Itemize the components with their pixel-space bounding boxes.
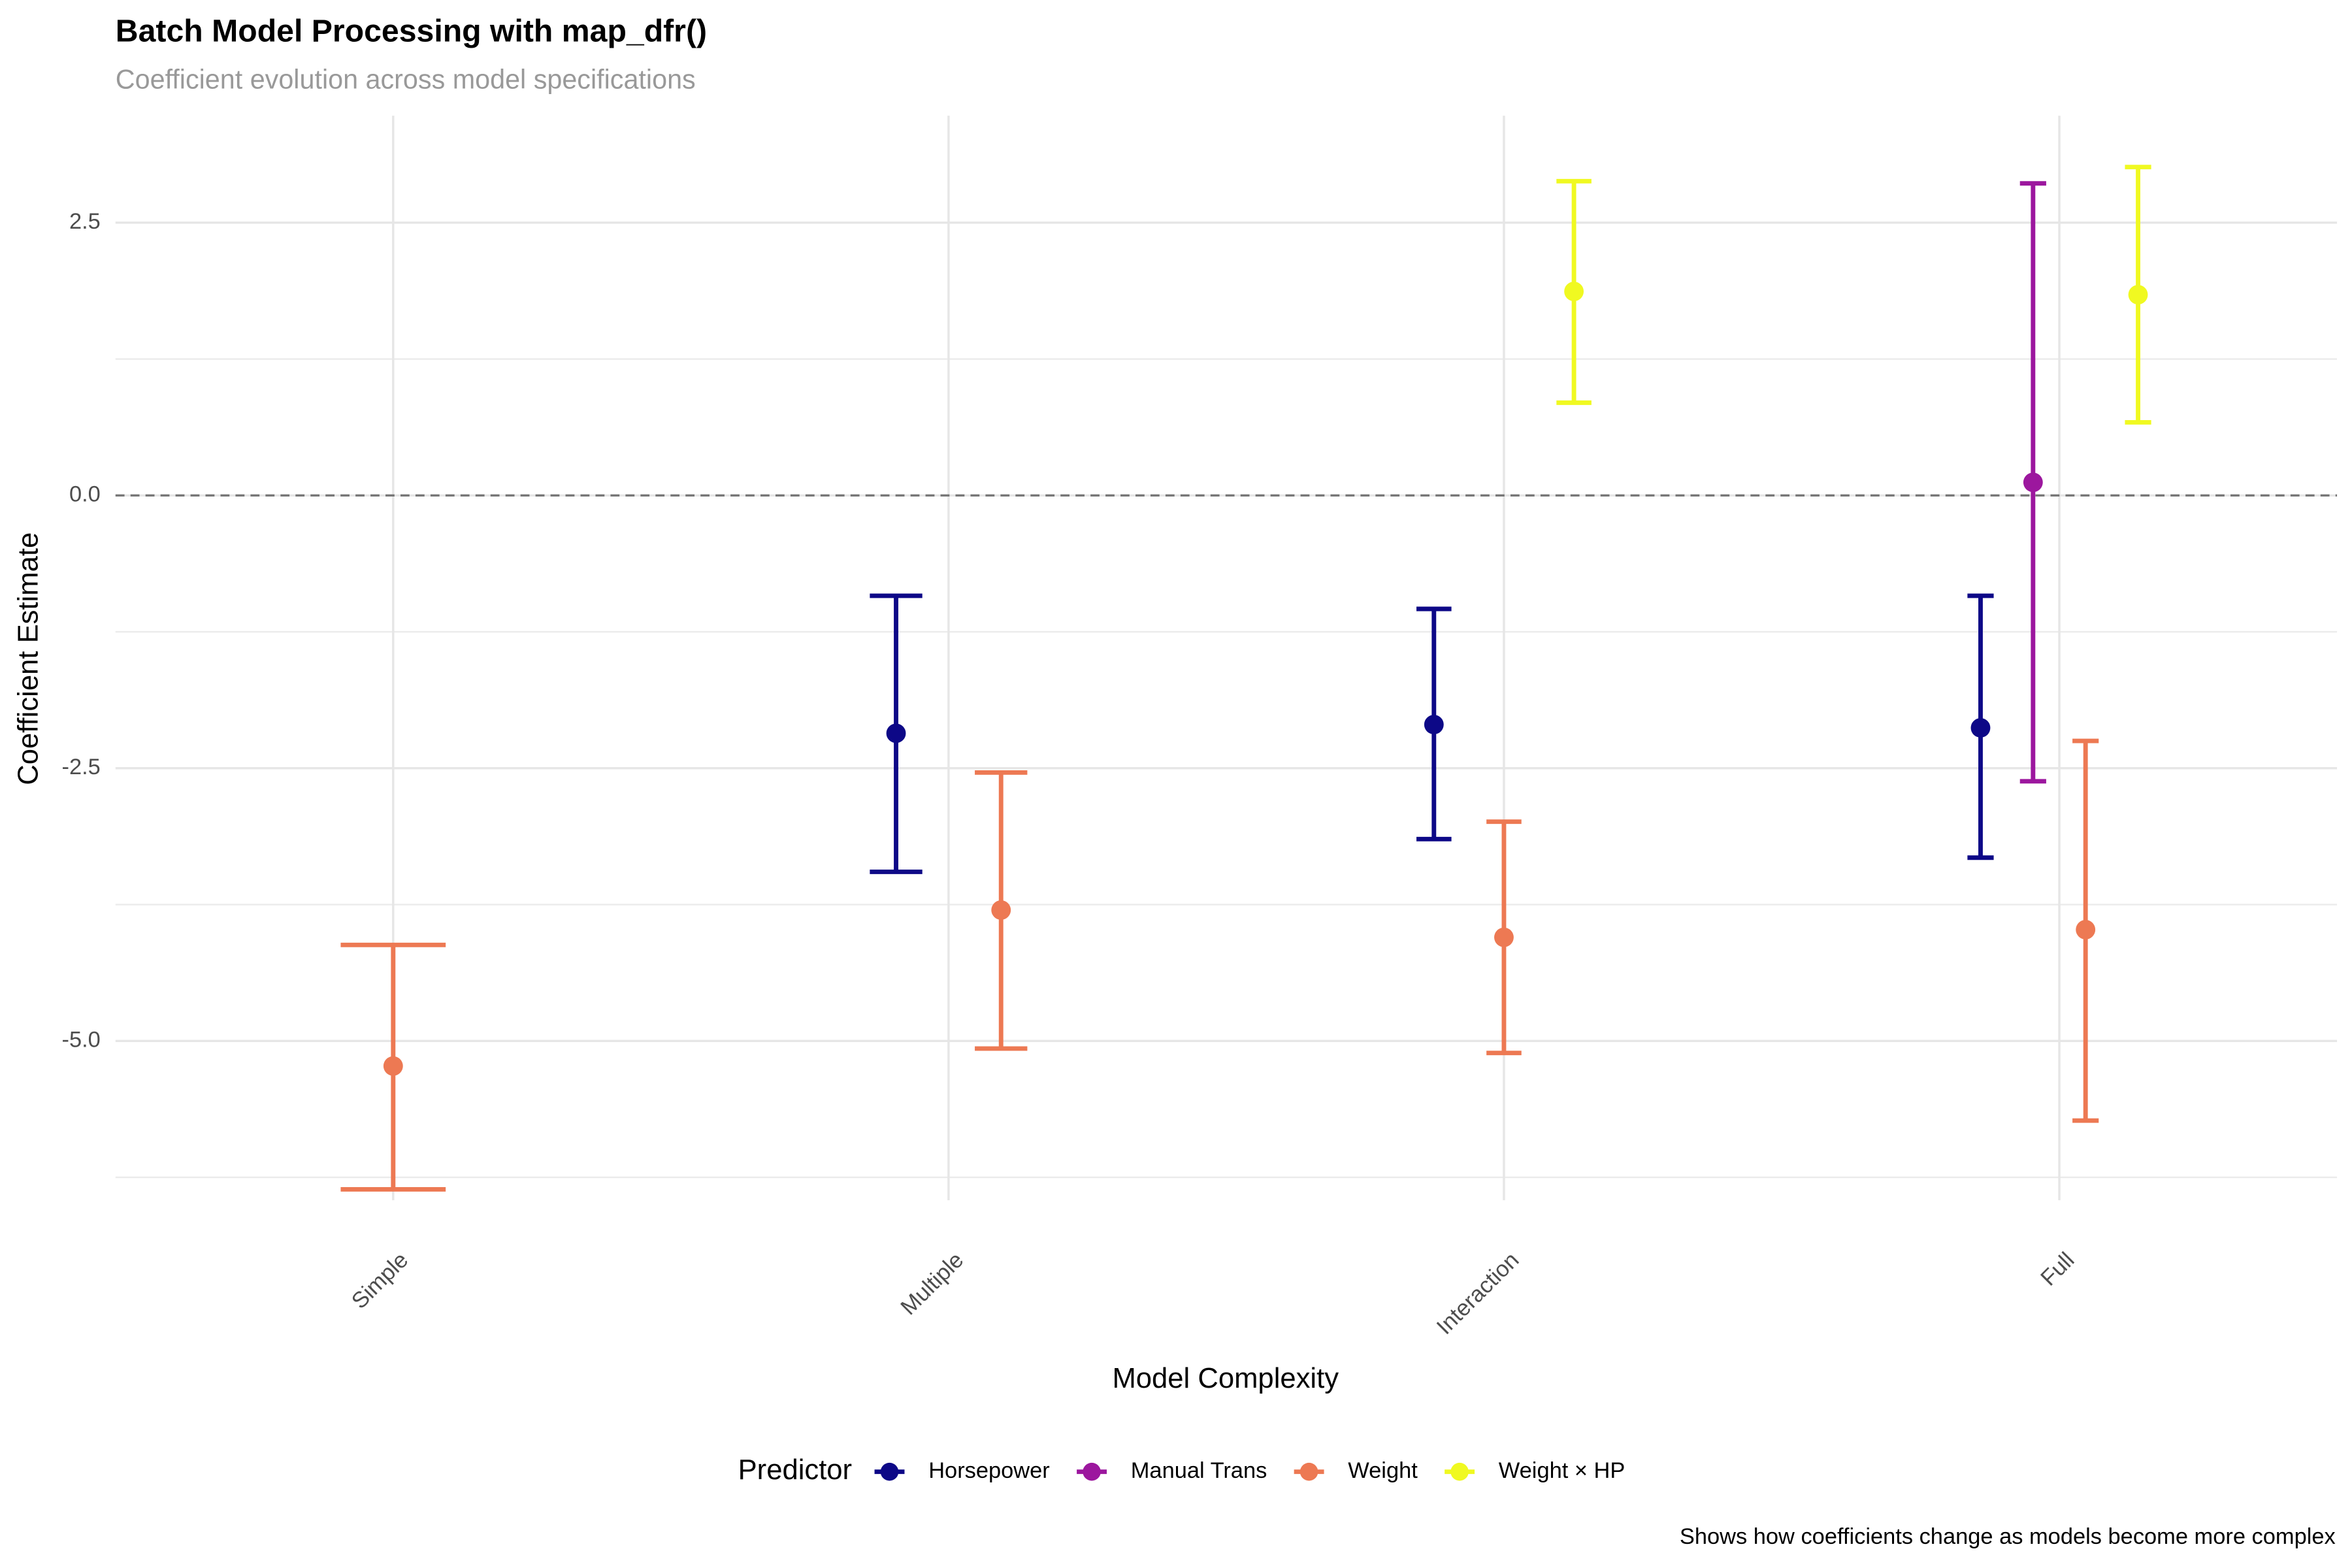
point	[1970, 718, 1991, 738]
marks	[340, 165, 2151, 1192]
point	[1564, 282, 1584, 301]
legend-label: Weight × HP	[1499, 1458, 1625, 1483]
x-tick-label: Full	[2036, 1248, 2079, 1291]
legend: Predictor Horsepower Manual Trans Weight Wei…	[738, 1454, 1625, 1486]
legend-key-point	[1083, 1462, 1101, 1481]
point	[991, 900, 1011, 920]
legend-title: Predictor	[738, 1454, 853, 1486]
legend-key-point	[880, 1462, 899, 1481]
chart-subtitle: Coefficient evolution across model speci…	[116, 64, 696, 94]
point	[2076, 920, 2096, 939]
y-tick-label: -5.0	[61, 1027, 100, 1052]
y-tick-label: -2.5	[61, 755, 100, 779]
chart-title: Batch Model Processing with map_dfr()	[116, 14, 707, 49]
y-tick-label: 2.5	[69, 209, 101, 234]
legend-key-point	[1299, 1462, 1318, 1481]
y-tick-label: 0.0	[69, 482, 101, 506]
y-axis-title: Coefficient Estimate	[12, 532, 44, 785]
x-axis-title: Model Complexity	[1112, 1363, 1339, 1394]
legend-label: Horsepower	[928, 1458, 1050, 1483]
x-tick-label: Interaction	[1432, 1248, 1524, 1340]
x-tick-label: Multiple	[896, 1248, 969, 1320]
point	[1424, 715, 1444, 734]
legend-label: Manual Trans	[1131, 1458, 1267, 1483]
legend-label: Weight	[1348, 1458, 1418, 1483]
caption: Shows how coefficients change as models …	[1680, 1524, 2336, 1549]
x-tick-label: Simple	[347, 1248, 413, 1314]
point	[2023, 472, 2043, 493]
point	[383, 1056, 403, 1076]
point	[886, 723, 906, 743]
point	[1494, 927, 1514, 947]
grid: -5.0 -2.5 0.0 2.5 Simple Multiple Interaction F…	[61, 116, 2338, 1340]
point	[2128, 285, 2148, 304]
legend-key-point	[1450, 1462, 1469, 1481]
